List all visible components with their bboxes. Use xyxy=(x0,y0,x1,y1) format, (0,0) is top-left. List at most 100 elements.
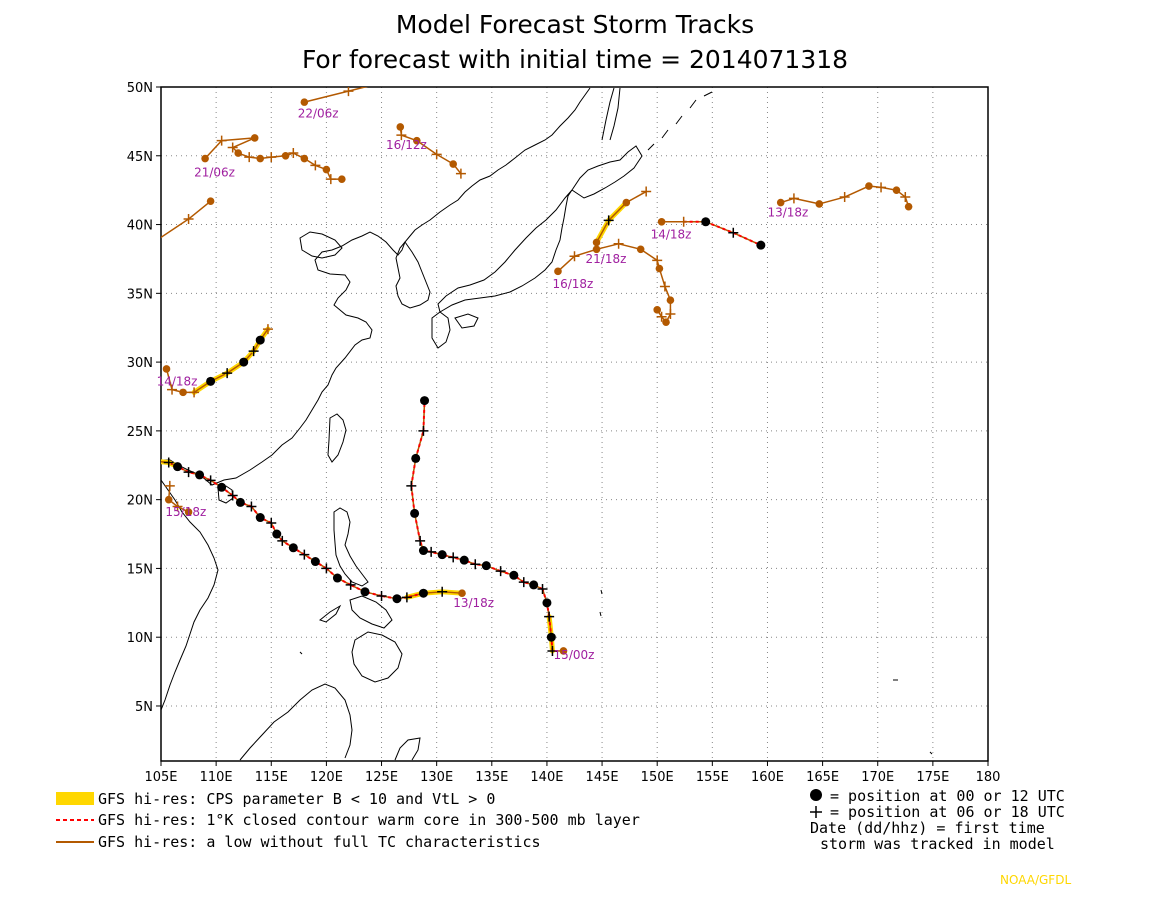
track-point-06-18z xyxy=(172,501,183,512)
track-point-06-18z xyxy=(262,324,273,335)
track-point-06-18z xyxy=(652,255,663,266)
track-date-label: 13/18z xyxy=(453,596,494,610)
track-point-00-12z xyxy=(653,306,661,314)
track-point-00-12z xyxy=(865,182,873,190)
x-tick-label: 170E xyxy=(861,770,894,785)
track-point-00-12z xyxy=(256,154,265,163)
track-segment-low xyxy=(793,197,820,205)
track-point-06-18z xyxy=(310,160,321,171)
track-point-06-18z xyxy=(406,480,417,491)
legend: GFS hi-res: CPS parameter B < 10 and VtL… xyxy=(56,787,1065,853)
track-point-00-12z xyxy=(234,149,242,157)
palawan-coast xyxy=(318,604,342,623)
track-point-06-18z xyxy=(401,592,412,603)
track-point-00-12z xyxy=(151,457,160,466)
x-tick-label: 125E xyxy=(365,770,398,785)
track-segment-warm xyxy=(221,486,234,497)
kyushu-coast xyxy=(431,311,451,349)
track-point-00-12z xyxy=(322,165,331,174)
track-segment-low xyxy=(844,185,870,198)
track-point-06-18z xyxy=(431,149,442,160)
track-point-00-12z xyxy=(300,154,309,163)
track-segment-low xyxy=(416,140,438,156)
legend-date-line1: Date (dd/hhz) = first time xyxy=(810,819,1045,837)
y-tick-label: 20N xyxy=(127,494,153,509)
track-point-06-18z xyxy=(728,227,739,238)
track-point-00-12z xyxy=(239,357,249,367)
x-tick-label: 130E xyxy=(420,770,453,785)
track-segment-low xyxy=(348,87,369,92)
y-tick-label: 30N xyxy=(127,356,153,371)
track-point-06-18z xyxy=(299,549,310,560)
track-segment-warm xyxy=(705,220,734,234)
track-point-00-12z xyxy=(392,594,402,604)
track-point-00-12z xyxy=(529,580,539,590)
track-point-06-18z xyxy=(665,308,676,319)
track-point-00-12z xyxy=(206,197,215,205)
track-date-label: 15/18z xyxy=(165,505,206,519)
storm-track xyxy=(300,87,369,106)
track-point-00-12z xyxy=(179,388,187,397)
legend-warm-label: GFS hi-res: 1°K closed contour warm core… xyxy=(98,811,640,829)
track-point-00-12z xyxy=(666,296,675,305)
sakhalin-coast xyxy=(601,87,621,141)
track-point-00-12z xyxy=(288,543,298,553)
legend-pos00-label: = position at 00 or 12 UTC xyxy=(830,787,1065,805)
track-segment-low xyxy=(221,137,255,142)
track-point-06-18z xyxy=(222,368,233,379)
track-point-00-12z xyxy=(310,557,320,567)
track-point-00-12z xyxy=(411,453,421,463)
track-point-06-18z xyxy=(876,182,887,193)
track-point-00-12z xyxy=(437,550,447,560)
track-point-00-12z xyxy=(592,238,601,247)
x-tick-label: 150E xyxy=(641,770,674,785)
track-point-00-12z xyxy=(546,632,556,642)
track-point-06-18z xyxy=(470,559,481,570)
track-point-00-12z xyxy=(164,495,173,504)
x-tick-label: 180 xyxy=(976,770,1001,785)
track-segment-low xyxy=(188,200,212,220)
track-point-06-18z xyxy=(418,425,429,436)
y-tick-label: 45N xyxy=(127,150,153,165)
track-point-06-18z xyxy=(547,645,558,656)
track-date-label: 15/00z xyxy=(554,648,595,662)
track-point-06-18z xyxy=(183,467,194,478)
track-segment-low xyxy=(595,220,610,243)
honshu-shikoku-coast xyxy=(437,189,573,313)
track-point-00-12z xyxy=(250,134,259,142)
track-point-06-18z xyxy=(376,590,387,601)
track-point-06-18z xyxy=(518,577,529,588)
track-point-00-12z xyxy=(173,462,183,472)
x-tick-label: 165E xyxy=(806,770,839,785)
track-point-00-12z xyxy=(201,154,209,163)
track-point-00-12z xyxy=(662,318,670,327)
track-point-00-12z xyxy=(418,546,428,556)
track-segment-warm xyxy=(513,574,525,584)
track-point-00-12z xyxy=(554,267,562,276)
guam-islands xyxy=(599,589,603,617)
track-point-06-18z xyxy=(246,501,257,512)
x-tick-label: 175E xyxy=(916,770,949,785)
y-tick-label: 50N xyxy=(127,81,153,96)
storm-track xyxy=(406,396,568,656)
x-tick-label: 145E xyxy=(586,770,619,785)
track-segment-warm xyxy=(259,516,272,524)
track-point-00-12z xyxy=(509,570,519,580)
taiwan-coast xyxy=(327,413,347,463)
track-segment-warm xyxy=(292,546,305,556)
track-point-06-18z xyxy=(205,475,216,486)
track-point-06-18z xyxy=(167,384,178,395)
sulawesi-coast xyxy=(394,737,421,761)
korea-coast xyxy=(395,241,431,309)
hokkaido-coast xyxy=(571,145,643,199)
track-point-06-18z xyxy=(448,552,459,563)
legend-cps-swatch xyxy=(56,792,94,805)
track-point-06-18z xyxy=(321,563,332,574)
track-point-06-18z xyxy=(656,311,667,322)
track-point-00-12z xyxy=(904,202,913,211)
track-segment-warm xyxy=(177,465,190,474)
axis-ticks: 105E 110E 115E 120E 125E 130E 135E 140E 145E 150E… xyxy=(127,81,1001,785)
legend-cps-label: GFS hi-res: CPS parameter B < 10 and VtL… xyxy=(98,790,495,808)
track-date-label: 21/18z xyxy=(586,252,627,266)
